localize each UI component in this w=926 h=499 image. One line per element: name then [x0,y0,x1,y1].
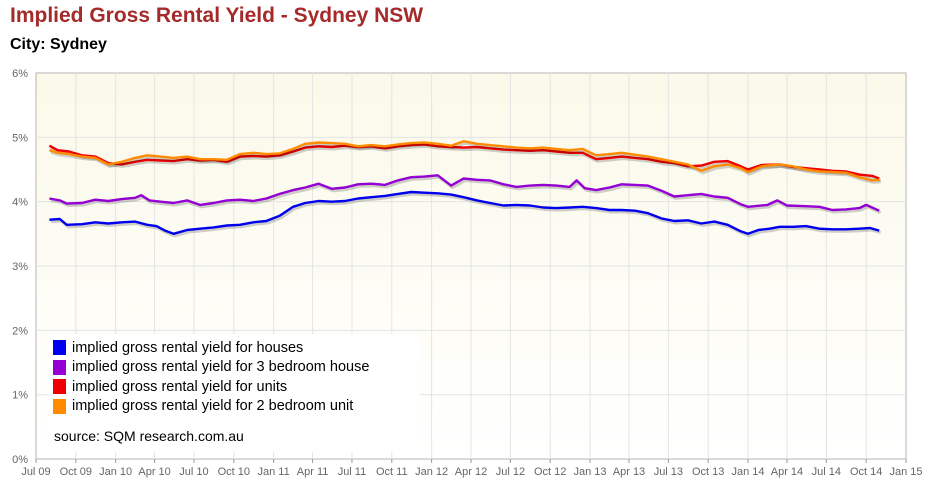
x-tick-label: Oct 10 [218,466,250,478]
x-tick-label: Jul 11 [338,466,367,478]
legend-swatch [53,379,66,395]
x-tick-label: Oct 11 [376,466,408,478]
x-tick-label: Apr 12 [455,466,487,478]
x-tick-label: Jul 12 [496,466,525,478]
series-line-2 [49,174,880,212]
x-tick-label: Jan 11 [258,466,290,478]
legend-item: implied gross rental yield for 2 bedroom… [48,397,420,417]
series-line-4 [49,140,880,182]
x-tick-label: Jul 14 [812,466,841,478]
y-tick-label: 6% [12,68,28,80]
legend-swatch [53,359,66,375]
legend: implied gross rental yield for houses imp… [48,334,420,452]
y-tick-label: 3% [12,261,28,273]
y-tick-label: 1% [12,390,28,402]
x-tick-label: Jan 15 [889,466,922,478]
y-tick-label: 2% [12,325,28,337]
legend-label: implied gross rental yield for units [72,378,288,395]
legend-swatch [53,398,66,414]
page-subtitle: City: Sydney [10,36,107,53]
x-tick-label: Apr 11 [297,466,329,478]
x-tick-label: Apr 13 [613,466,645,478]
x-tick-label: Jan 10 [99,466,132,478]
legend-label: implied gross rental yield for 2 bedroom… [72,398,354,415]
x-tick-label: Jan 12 [415,466,448,478]
x-tick-label: Oct 13 [692,466,724,478]
y-tick-label: 0% [12,454,28,466]
series-line-3 [48,143,880,180]
y-axis: 0% 1% 2% 3% 4% 5% 6% [12,68,28,466]
x-tick-label: Jan 13 [574,466,607,478]
legend-item: implied gross rental yield for 3 bedroom… [48,358,420,378]
series-group [48,140,882,238]
x-tick-label: Apr 14 [771,466,803,478]
legend-item: implied gross rental yield for houses [48,338,420,358]
legend-item: implied gross rental yield for units [48,377,420,397]
series-shadow [50,175,882,215]
y-tick-label: 5% [12,132,28,144]
legend-swatch [53,340,66,356]
x-tick-label: Apr 10 [138,466,170,478]
x-tick-label: Jul 13 [654,466,683,478]
source-annotation: source: SQM research.com.au [54,428,244,444]
x-tick-label: Oct 14 [850,466,882,478]
series-shadow [50,192,882,238]
legend-label: implied gross rental yield for 3 bedroom… [72,359,370,376]
x-tick-label: Jul 10 [179,466,208,478]
x-tick-label: Jul 09 [21,466,50,478]
x-tick-label: Oct 12 [534,466,566,478]
x-tick-label: Jan 14 [731,466,764,478]
series-line-1 [49,190,880,235]
y-tick-label: 4% [12,197,28,209]
legend-label: implied gross rental yield for houses [72,339,304,356]
page-title: Implied Gross Rental Yield - Sydney NSW [10,4,424,27]
x-axis: Jul 09 Oct 09 Jan 10 Apr 10 Jul 10 Oct 10 Jan … [21,459,923,478]
x-tick-label: Oct 09 [60,466,92,478]
